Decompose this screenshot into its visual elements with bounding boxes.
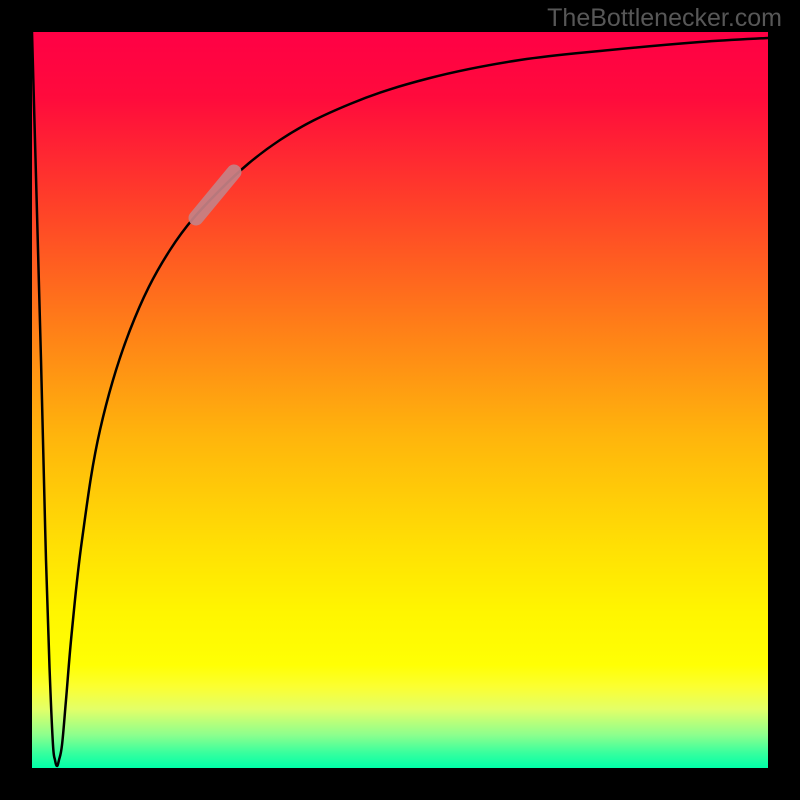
- chart-background: [32, 32, 768, 768]
- bottleneck-chart: [0, 0, 800, 800]
- chart-container: TheBottlenecker.com: [0, 0, 800, 800]
- watermark-text: TheBottlenecker.com: [547, 4, 782, 33]
